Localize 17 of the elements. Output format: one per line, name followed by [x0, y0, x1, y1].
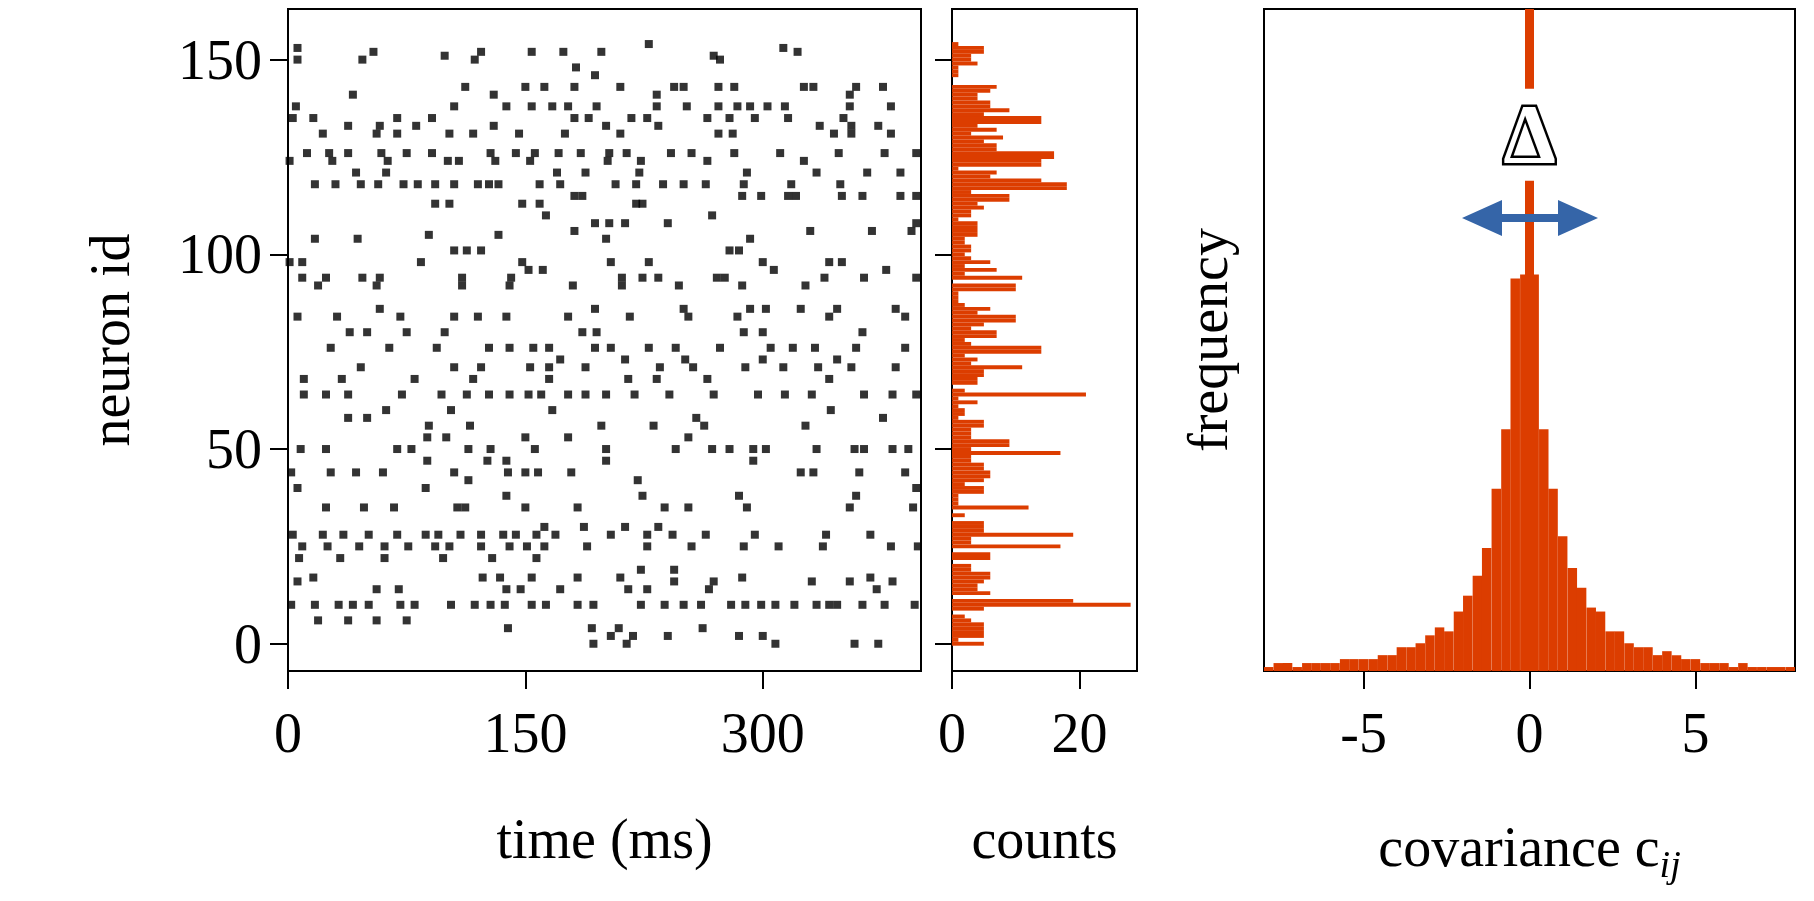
- y-tick-label: 50: [206, 418, 262, 481]
- x-tick-label: 150: [483, 702, 568, 764]
- x-tick-label: 300: [720, 702, 805, 764]
- x-tick-label: 0: [274, 702, 302, 764]
- y-tick-label: 150: [178, 28, 262, 91]
- x-tick-label: 20: [1051, 702, 1108, 764]
- x-tick-label: 0: [938, 702, 966, 764]
- x-tick-label: 0: [1515, 702, 1544, 764]
- x-axis-title: time (ms): [496, 808, 713, 871]
- y-axis-title: neuron id: [79, 233, 141, 447]
- y-axis-title: frequency: [1177, 228, 1239, 452]
- y-tick-label: 100: [178, 223, 262, 286]
- y-tick-label: 0: [234, 612, 262, 675]
- x-tick-label: -5: [1340, 702, 1387, 764]
- x-axis-title: counts: [971, 808, 1118, 870]
- x-tick-label: 5: [1681, 702, 1710, 764]
- text: Δ: [1503, 88, 1556, 182]
